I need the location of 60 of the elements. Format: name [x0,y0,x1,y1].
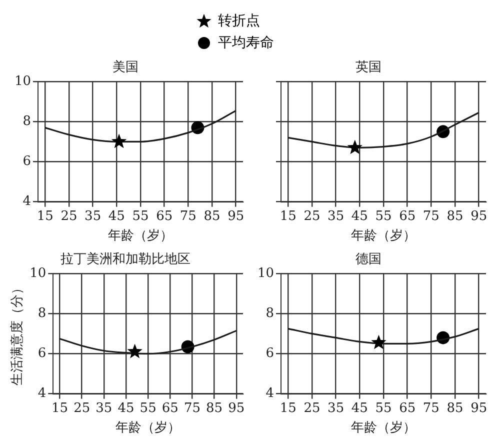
y-tick-label: 8 [38,306,46,322]
y-axis-title: 生活满意度（分） [9,282,26,386]
x-tick-label: 65 [399,400,416,416]
y-tick-label: 10 [14,74,31,89]
x-tick-label: 85 [446,400,464,416]
chart-title: 拉丁美洲和加勒比地区 [60,251,190,268]
legend-label: 平均寿命 [218,34,274,52]
x-tick-label: 15 [280,400,296,416]
x-tick-label: 25 [74,400,90,416]
x-tick-label: 65 [156,208,173,224]
x-tick-label: 75 [422,208,440,224]
x-tick-label: 75 [180,208,196,224]
x-tick-label: 45 [351,400,368,416]
y-tick-label: 6 [22,154,31,170]
chart-title: 英国 [356,60,382,76]
x-axis-title: 年龄（岁） [351,420,416,436]
x-axis-title: 年龄（岁） [116,420,181,436]
y-tick-label: 8 [266,306,274,322]
x-tick-label: 85 [204,208,220,224]
y-tick-label: 4 [38,386,46,402]
x-tick-label: 25 [304,400,320,416]
x-tick-label: 95 [470,400,488,416]
x-tick-label: 75 [184,400,200,416]
y-tick-label: 6 [38,346,46,362]
x-tick-label: 95 [228,208,244,224]
x-tick-label: 35 [84,208,102,224]
x-tick-label: 55 [132,208,149,224]
y-tick-label: 10 [257,266,274,281]
x-axis-title: 年龄（岁） [351,228,416,244]
x-tick-label: 15 [51,400,68,416]
x-tick-label: 45 [118,400,134,416]
chart-title: 美国 [112,59,138,76]
x-tick-label: 65 [399,208,416,224]
x-tick-label: 45 [351,208,368,224]
x-tick-label: 85 [446,208,464,224]
x-tick-label: 15 [280,208,296,224]
y-tick-label: 4 [22,194,31,210]
line-series [58,330,238,355]
x-tick-label: 85 [206,400,223,416]
x-tick-label: 15 [36,208,54,224]
x-tick-label: 55 [375,400,392,416]
x-tick-label: 75 [422,400,440,416]
x-tick-label: 55 [140,400,156,416]
y-tick-label: 10 [30,266,46,281]
x-tick-label: 55 [375,208,392,224]
legend-label: 转折点 [218,12,260,30]
y-tick-label: 8 [22,114,31,130]
y-tick-label: 4 [266,386,274,402]
x-tick-label: 95 [470,208,488,224]
x-tick-label: 35 [96,400,112,416]
x-tick-label: 35 [328,208,344,224]
y-tick-label: 6 [266,346,274,362]
chart-title: 德国 [356,252,382,268]
x-tick-label: 25 [60,208,78,224]
x-tick-label: 45 [108,208,125,224]
x-tick-label: 95 [228,400,245,416]
x-tick-label: 25 [304,208,320,224]
x-axis-title: 年龄（岁） [108,228,173,244]
x-tick-label: 65 [162,400,178,416]
x-tick-label: 35 [328,400,344,416]
